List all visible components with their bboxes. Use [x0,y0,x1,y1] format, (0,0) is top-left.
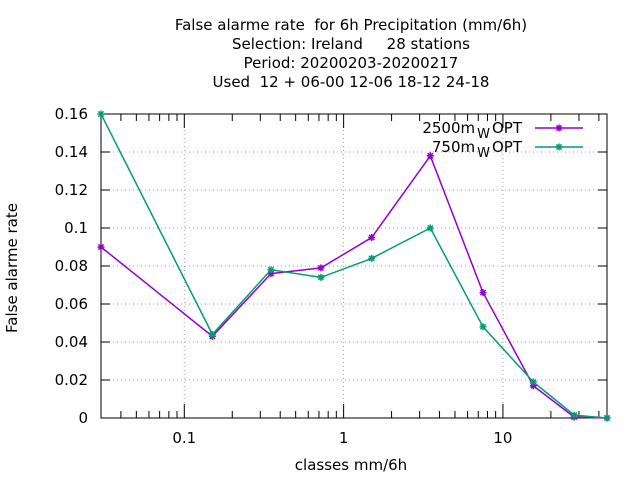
data-point-750m [603,414,611,422]
data-point-750m [317,273,325,281]
data-point-2500m [368,234,376,241]
data-point-2500m [426,152,434,160]
data-point-2500m [317,264,325,272]
x-tick-label: 0.1 [172,429,196,447]
y-tick-label: 0.04 [55,333,88,351]
legend-marker-2500m [555,124,563,132]
data-point-2500m [529,382,537,390]
data-point-750m [97,110,105,118]
title-line-2: Selection: Ireland 28 stations [232,35,470,53]
data-point-750m [368,254,376,262]
legend-label-2500m: 2500m W OPT [422,119,523,142]
y-tick-label: 0.08 [55,257,88,275]
y-axis-label: False alarme rate [3,203,21,333]
data-point-750m [208,330,216,338]
series-line-750m [100,113,608,419]
data-point-750m [529,378,537,386]
title-line-1: False alarme rate for 6h Precipitation (… [174,16,528,34]
data-point-2500m [267,270,275,278]
data-point-2500m [97,243,105,251]
y-tick-label: 0.14 [55,143,88,161]
x-tick-label: 10 [493,429,512,447]
y-tick-label: 0.12 [55,181,88,199]
y-tick-label: 0.16 [55,105,88,123]
y-tick-label: 0.06 [55,295,88,313]
y-tick-label: 0 [78,409,88,427]
data-point-750m [479,323,487,331]
data-point-750m [570,411,578,419]
y-tick-label: 0.1 [64,219,88,237]
y-tick-label: 0.02 [55,371,88,389]
title-line-3: Period: 20200203-20200217 [243,54,459,72]
data-point-750m [267,266,275,274]
x-axis-label: classes mm/6h [294,456,408,474]
title-line-4: Used 12 + 06-00 12-06 18-12 24-18 [212,73,490,91]
x-tick-label: 1 [339,429,349,447]
chart-title: False alarme rate for 6h Precipitation (… [100,16,602,92]
legend-label-750m: 750m W OPT [432,138,523,161]
data-point-2500m [479,289,487,297]
legend-marker-750m [555,143,563,151]
series-line-2500m [100,154,608,419]
data-point-750m [426,224,434,232]
